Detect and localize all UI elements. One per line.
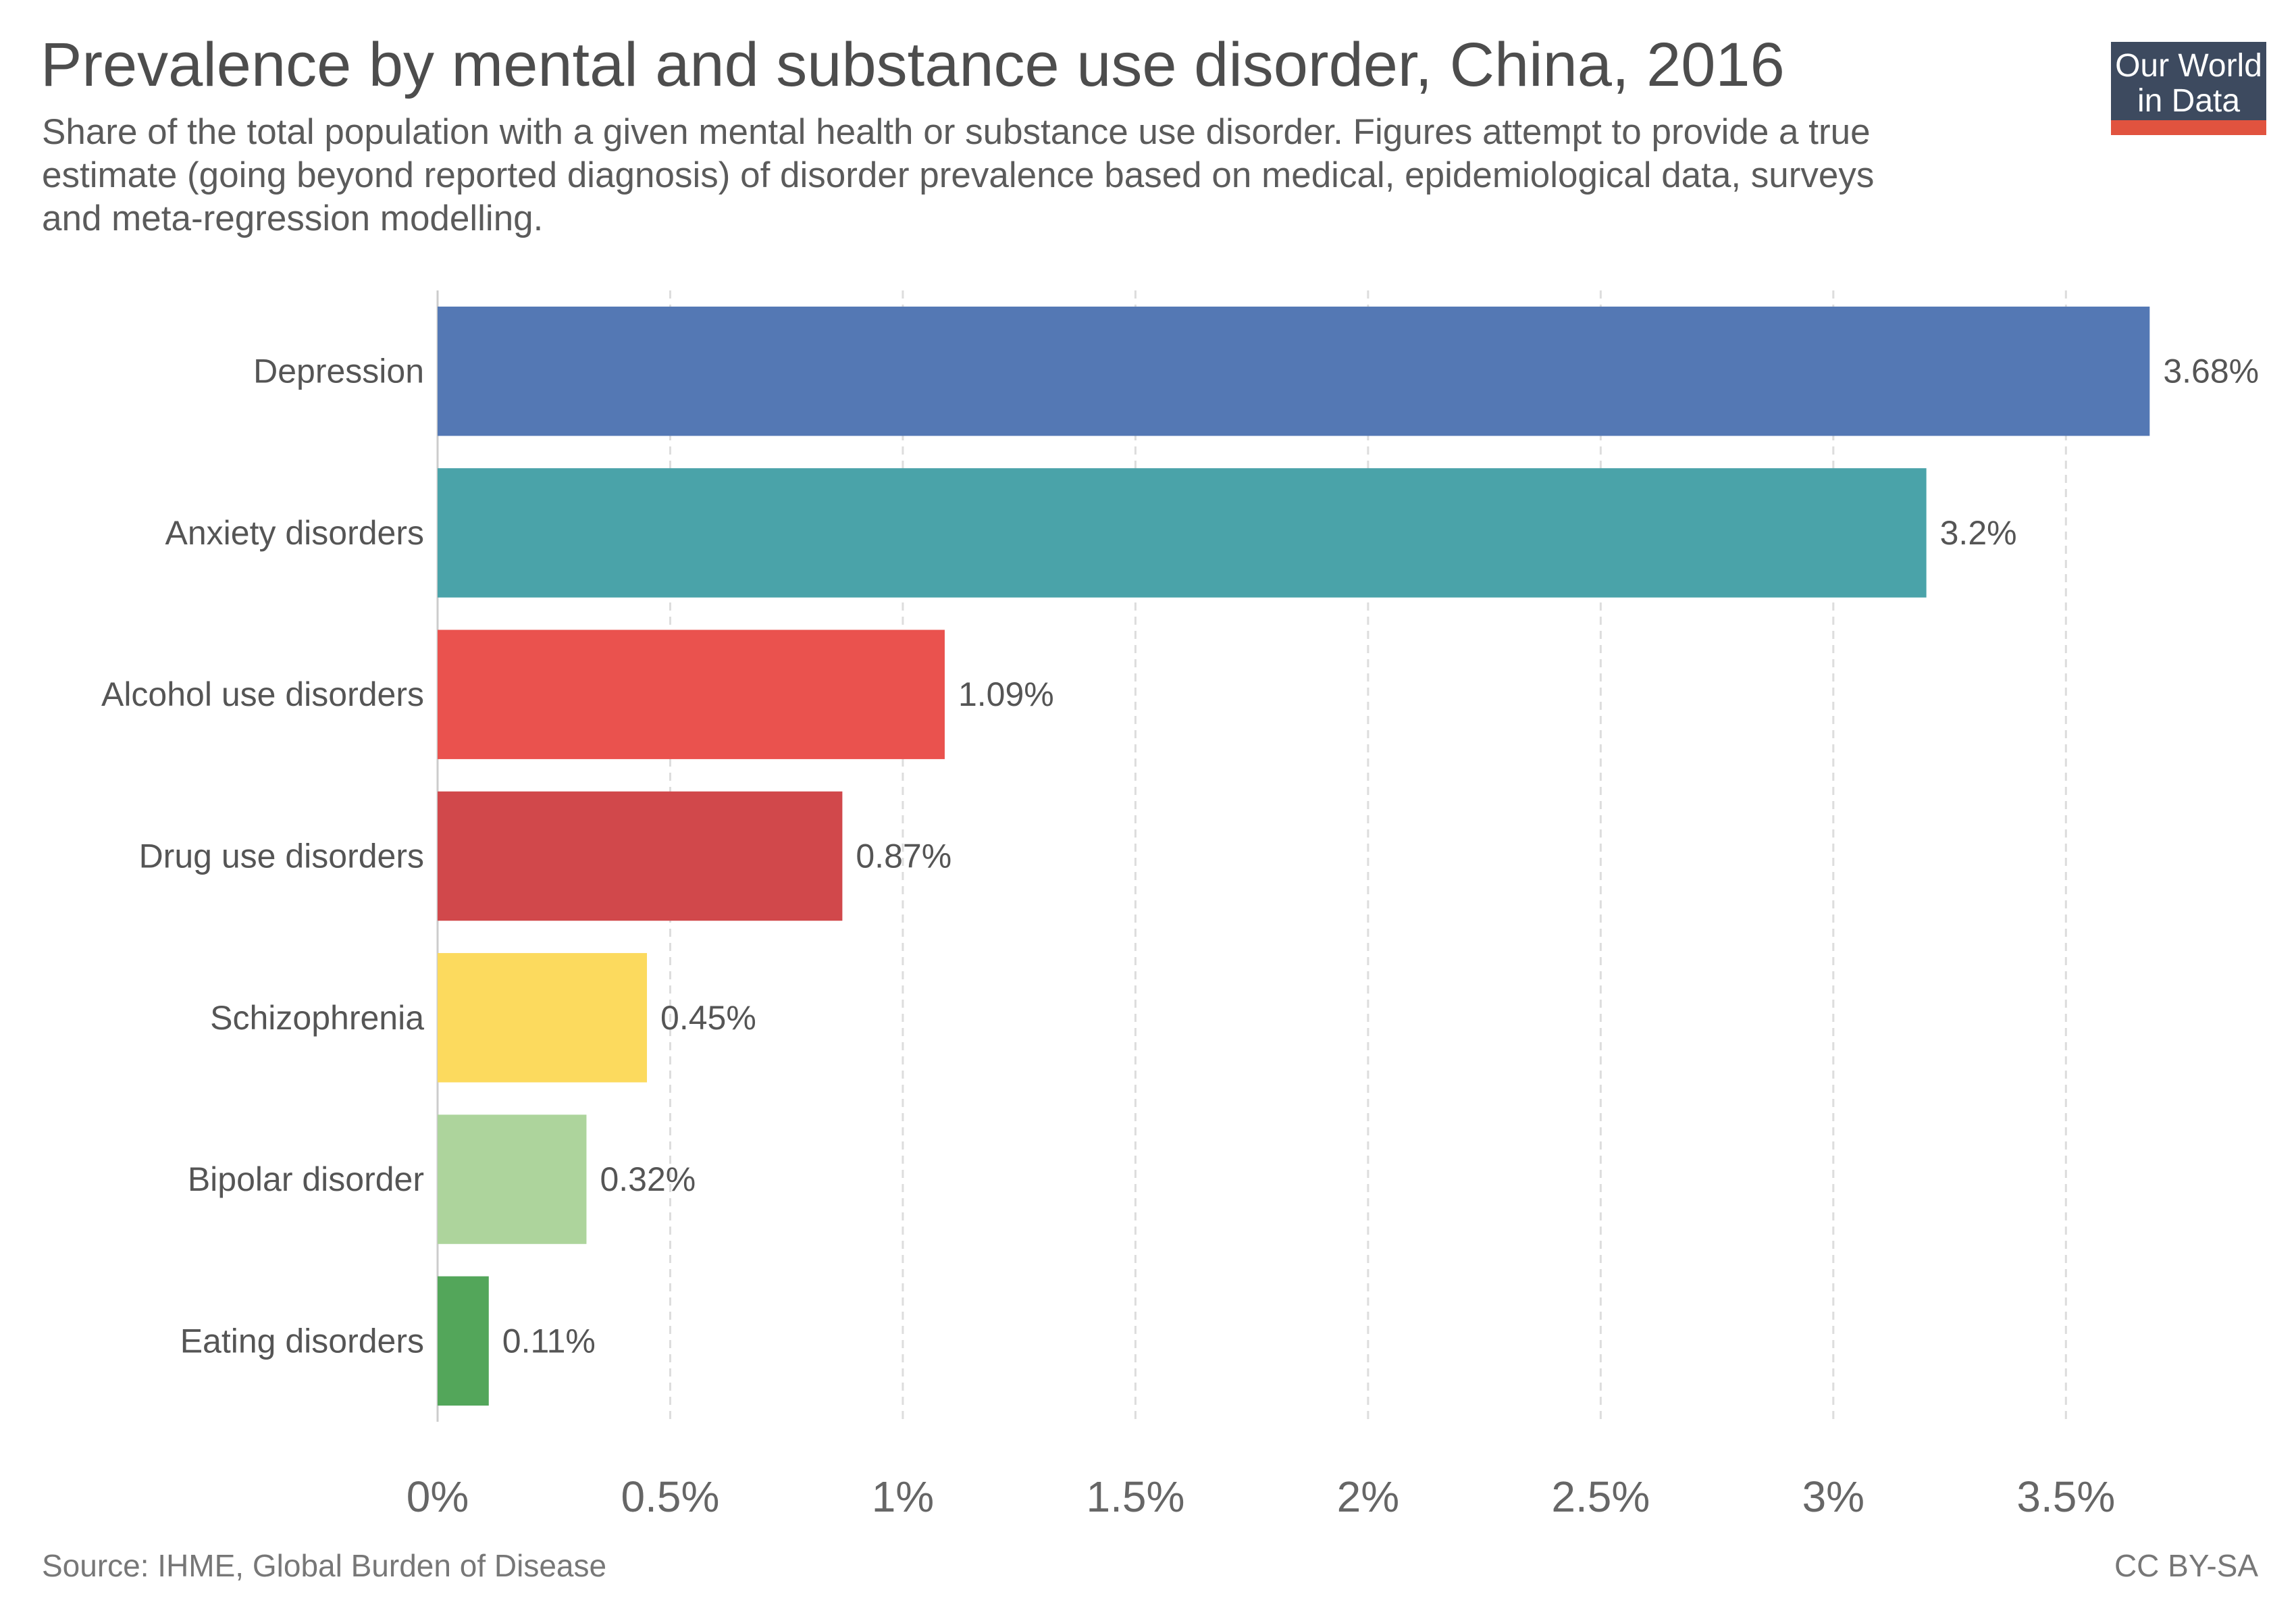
category-label: Alcohol use disorders — [101, 675, 424, 713]
x-tick-label: 0% — [407, 1472, 469, 1521]
x-tick-label: 3.5% — [2016, 1472, 2115, 1521]
value-label: 0.87% — [856, 838, 951, 875]
logo-accent-bar — [2111, 120, 2266, 135]
x-tick-label: 1% — [872, 1472, 935, 1521]
category-label: Depression — [253, 353, 424, 390]
x-tick-label: 1.5% — [1086, 1472, 1184, 1521]
value-label: 0.11% — [502, 1322, 596, 1360]
x-tick-label: 0.5% — [621, 1472, 720, 1521]
x-tick-label: 2.5% — [1551, 1472, 1650, 1521]
subtitle-line: Share of the total population with a giv… — [42, 112, 1871, 152]
category-label: Bipolar disorder — [188, 1160, 424, 1198]
bar — [438, 791, 843, 921]
value-label: 1.09% — [958, 675, 1054, 713]
chart-subtitle: Share of the total population with a giv… — [42, 111, 2068, 240]
x-tick-label: 3% — [1802, 1472, 1865, 1521]
bars — [438, 306, 2150, 1406]
x-axis-ticks: 0% 0.5% 1% 1.5% 2% 2.5% 3% 3.5% — [407, 1472, 2116, 1521]
bar — [438, 953, 648, 1083]
category-label: Anxiety disorders — [165, 514, 425, 552]
logo-line-1: Our World — [2115, 48, 2262, 84]
our-world-in-data-logo[interactable]: Our World in Data — [2111, 42, 2266, 135]
category-label: Schizophrenia — [210, 999, 424, 1037]
value-labels: 3.68% 3.2% 1.09% 0.87% 0.45% 0.32% 0.11% — [502, 353, 2259, 1360]
value-label: 0.32% — [600, 1160, 696, 1198]
source-note[interactable]: Source: IHME, Global Burden of Disease — [42, 1548, 607, 1583]
bar — [438, 468, 1927, 598]
logo-line-2: in Data — [2137, 83, 2241, 119]
license-note[interactable]: CC BY-SA — [2114, 1548, 2258, 1583]
logo-text: Our World in Data — [2111, 49, 2266, 119]
chart-title: Prevalence by mental and substance use d… — [41, 30, 1785, 99]
value-label: 3.68% — [2163, 353, 2259, 390]
bar — [438, 306, 2150, 436]
bar — [438, 1276, 489, 1406]
x-tick-label: 2% — [1337, 1472, 1400, 1521]
category-label: Eating disorders — [180, 1322, 424, 1360]
category-labels: Depression Anxiety disorders Alcohol use d… — [101, 353, 424, 1360]
subtitle-line: and meta-regression modelling. — [42, 199, 544, 238]
category-label: Drug use disorders — [139, 838, 424, 875]
value-label: 0.45% — [660, 999, 756, 1037]
value-label: 3.2% — [1940, 514, 2017, 552]
bar-chart: Depression Anxiety disorders Alcohol use d… — [101, 290, 2259, 1521]
bar — [438, 1114, 587, 1244]
subtitle-line: estimate (going beyond reported diagnosi… — [42, 155, 1875, 195]
bar — [438, 629, 945, 759]
